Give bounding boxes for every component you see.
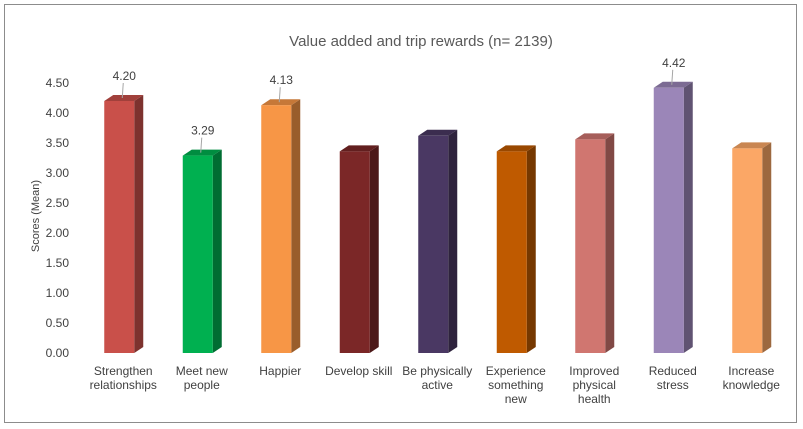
bar-side: [762, 142, 772, 353]
bar-front: [182, 155, 213, 353]
data-label: 4.42: [662, 56, 686, 70]
bar-side: [605, 133, 615, 353]
y-axis-ticks: 0.00 0.50 1.00 1.50 2.00 2.50 3.00 3.50 4.00 4.50: [46, 76, 70, 360]
bar-top: [496, 145, 536, 152]
category-label: Develop skill: [325, 364, 392, 378]
data-label-leader: [200, 137, 203, 153]
category-label: Be physically active: [402, 364, 472, 392]
y-tick-label: 0.00: [46, 346, 70, 360]
category-label: Happier: [259, 364, 301, 378]
y-tick-label: 1.00: [46, 286, 70, 300]
bar-front: [339, 151, 370, 353]
category-label: Improved physical health: [569, 364, 619, 406]
bar-top: [653, 81, 693, 88]
chart-frame: Value added and trip rewards (n= 2139) S…: [4, 4, 797, 423]
bar-side: [448, 129, 458, 353]
data-label: 4.13: [270, 73, 294, 87]
bar-side: [291, 99, 301, 353]
category-labels: Strengthen relationships Meet new people Hap…: [90, 364, 781, 406]
bar-top: [732, 142, 772, 149]
y-tick-label: 0.50: [46, 316, 70, 330]
y-axis-title: Scores (Mean): [30, 180, 42, 252]
bar-front: [732, 148, 763, 353]
bar-top: [104, 95, 144, 101]
category-label: Increase knowledge: [723, 364, 781, 392]
y-tick-label: 3.00: [46, 166, 70, 180]
chart-title: Value added and trip rewards (n= 2139): [289, 33, 553, 50]
data-label: 4.20: [113, 69, 137, 83]
bars: [104, 81, 772, 354]
data-labels: 4.20 3.29 4.13 4.42: [113, 56, 686, 153]
bar: [496, 145, 536, 353]
y-tick-label: 3.50: [46, 136, 70, 150]
bar-top: [575, 133, 615, 140]
y-tick-label: 2.50: [46, 196, 70, 210]
bar: [339, 145, 379, 353]
bar: [418, 129, 458, 353]
bar: [182, 149, 222, 353]
bar-front: [496, 151, 527, 353]
category-label: Reduced stress: [649, 364, 697, 392]
bar-top: [261, 99, 301, 106]
bar-side: [212, 149, 222, 353]
bar-chart: Value added and trip rewards (n= 2139) S…: [30, 33, 781, 406]
bar-side: [134, 95, 144, 353]
data-label-leader: [121, 82, 124, 99]
bar: [104, 95, 144, 353]
bar-side: [683, 81, 693, 354]
bar: [261, 99, 301, 353]
bar: [575, 133, 615, 353]
y-tick-label: 2.00: [46, 226, 70, 240]
bar-top: [339, 145, 379, 152]
y-tick-label: 1.50: [46, 256, 70, 270]
data-label: 3.29: [191, 124, 215, 138]
bar-top: [418, 129, 458, 136]
bar: [732, 142, 772, 353]
bar-side: [526, 145, 536, 353]
data-label-leader: [278, 87, 281, 103]
bar-front: [418, 135, 449, 353]
category-label: Experience something new: [486, 364, 546, 406]
bar-front: [261, 105, 292, 353]
category-label: Strengthen relationships: [90, 364, 157, 392]
bar: [653, 81, 693, 354]
bar-top: [182, 149, 222, 156]
data-label-leader: [671, 69, 674, 85]
y-tick-label: 4.50: [46, 76, 70, 90]
bar-front: [653, 87, 684, 354]
bar-side: [369, 145, 379, 353]
y-tick-label: 4.00: [46, 106, 70, 120]
category-label: Meet new people: [176, 364, 228, 392]
bar-front: [575, 139, 606, 353]
bar-front: [104, 101, 135, 353]
